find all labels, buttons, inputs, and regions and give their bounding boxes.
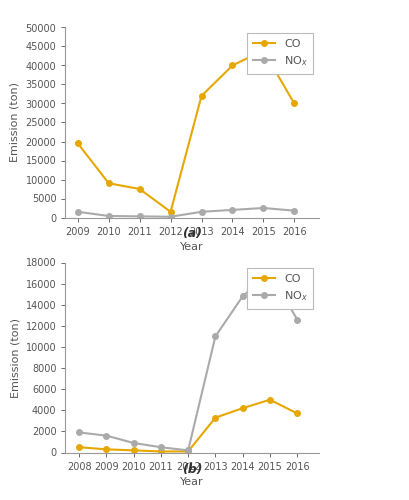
CO bbox=[137, 186, 142, 192]
CO bbox=[213, 414, 218, 420]
CO bbox=[168, 209, 173, 215]
NO$_x$ bbox=[76, 430, 81, 436]
NO$_x$ bbox=[75, 209, 80, 215]
NO$_x$ bbox=[261, 205, 266, 211]
NO$_x$ bbox=[213, 334, 218, 340]
Text: (b): (b) bbox=[182, 462, 202, 475]
NO$_x$ bbox=[292, 208, 297, 214]
CO bbox=[186, 448, 191, 454]
CO bbox=[295, 410, 300, 416]
Y-axis label: Emission (ton): Emission (ton) bbox=[10, 82, 20, 162]
NO$_x$ bbox=[295, 316, 300, 322]
CO bbox=[131, 448, 136, 454]
NO$_x$ bbox=[199, 209, 204, 215]
CO bbox=[76, 444, 81, 450]
Legend: CO, NO$_x$: CO, NO$_x$ bbox=[247, 33, 313, 74]
NO$_x$ bbox=[168, 214, 173, 220]
NO$_x$ bbox=[104, 432, 109, 438]
CO bbox=[230, 62, 235, 68]
NO$_x$ bbox=[267, 270, 272, 276]
CO bbox=[106, 180, 111, 186]
NO$_x$ bbox=[137, 214, 142, 220]
NO$_x$ bbox=[158, 444, 163, 450]
CO bbox=[104, 446, 109, 452]
NO$_x$ bbox=[106, 213, 111, 219]
Legend: CO, NO$_x$: CO, NO$_x$ bbox=[247, 268, 313, 308]
CO bbox=[240, 405, 245, 411]
CO bbox=[267, 396, 272, 402]
Line: CO: CO bbox=[76, 397, 300, 454]
Line: NO$_x$: NO$_x$ bbox=[75, 205, 297, 220]
Y-axis label: Emission (ton): Emission (ton) bbox=[10, 318, 20, 398]
Line: CO: CO bbox=[75, 48, 297, 214]
CO bbox=[292, 100, 297, 106]
NO$_x$ bbox=[240, 294, 245, 300]
Text: (a): (a) bbox=[182, 228, 202, 240]
X-axis label: Year: Year bbox=[180, 242, 204, 252]
CO bbox=[199, 93, 204, 99]
NO$_x$ bbox=[230, 207, 235, 213]
X-axis label: Year: Year bbox=[180, 477, 204, 487]
NO$_x$ bbox=[131, 440, 136, 446]
CO bbox=[158, 448, 163, 454]
NO$_x$ bbox=[186, 448, 191, 454]
CO bbox=[75, 140, 80, 146]
Line: NO$_x$: NO$_x$ bbox=[76, 270, 300, 453]
CO bbox=[261, 48, 266, 54]
